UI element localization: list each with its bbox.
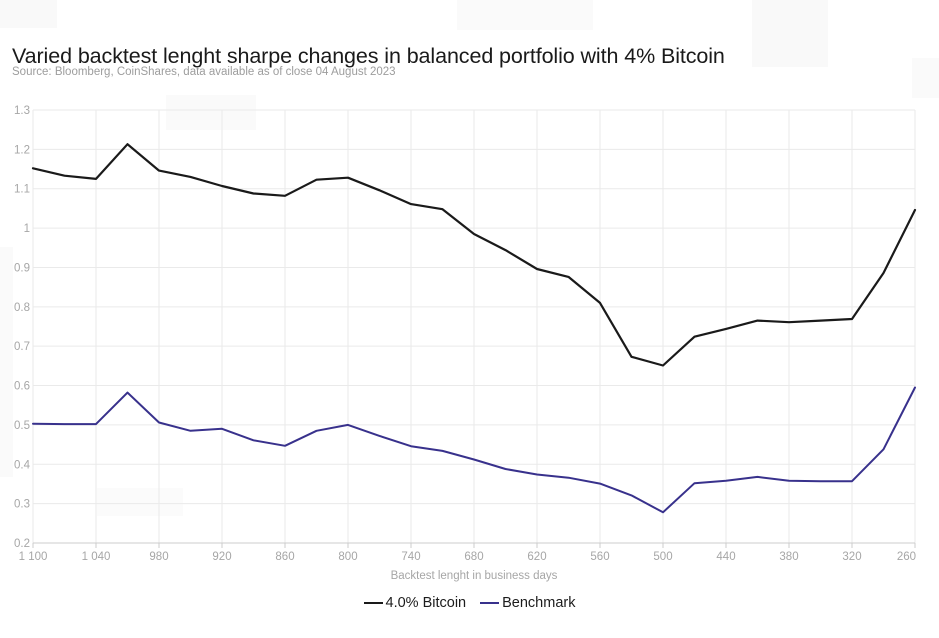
svg-text:0.7: 0.7	[14, 341, 30, 353]
svg-text:320: 320	[842, 551, 861, 563]
svg-text:1.1: 1.1	[14, 184, 30, 196]
svg-text:0.2: 0.2	[14, 538, 30, 550]
svg-text:500: 500	[653, 551, 672, 563]
svg-text:800: 800	[338, 551, 357, 563]
svg-text:260: 260	[897, 551, 916, 563]
svg-text:920: 920	[212, 551, 231, 563]
svg-text:1: 1	[24, 223, 30, 235]
svg-text:620: 620	[527, 551, 546, 563]
svg-text:680: 680	[464, 551, 483, 563]
svg-text:740: 740	[401, 551, 420, 563]
line-chart: 1.3 1.2 1.1 1 0.9 0.8 0.7 0.6 0.5 0.4 0.3 0.21 100 1…	[14, 105, 917, 582]
svg-text:980: 980	[149, 551, 168, 563]
svg-text:1.2: 1.2	[14, 144, 30, 156]
legend-item-benchmark: Benchmark	[480, 595, 575, 611]
svg-text:0.6: 0.6	[14, 381, 30, 393]
chart-source: Source: Bloomberg, CoinShares, data avai…	[12, 66, 396, 78]
svg-text:0.4: 0.4	[14, 459, 31, 471]
svg-text:860: 860	[275, 551, 294, 563]
legend-label-bitcoin: 4.0% Bitcoin	[385, 595, 467, 611]
svg-text:Backtest lenght in business da: Backtest lenght in business days	[391, 570, 558, 582]
legend-item-bitcoin: 4.0% Bitcoin	[363, 595, 467, 611]
svg-text:560: 560	[590, 551, 609, 563]
legend-label-benchmark: Benchmark	[502, 595, 576, 611]
chart-title: Varied backtest lenght sharpe changes in…	[12, 44, 725, 69]
svg-text:0.3: 0.3	[14, 499, 30, 511]
svg-text:0.8: 0.8	[14, 302, 30, 314]
svg-text:440: 440	[716, 551, 735, 563]
svg-text:0.9: 0.9	[14, 262, 30, 274]
legend: 4.0% Bitcoin Benchmark	[0, 595, 939, 611]
svg-text:1 100: 1 100	[19, 551, 48, 563]
svg-text:0.5: 0.5	[14, 420, 30, 432]
svg-text:1 040: 1 040	[82, 551, 111, 563]
legend-swatch-bitcoin-icon	[363, 602, 383, 604]
svg-text:380: 380	[779, 551, 798, 563]
legend-swatch-benchmark-icon	[480, 602, 500, 604]
svg-text:1.3: 1.3	[14, 105, 30, 117]
